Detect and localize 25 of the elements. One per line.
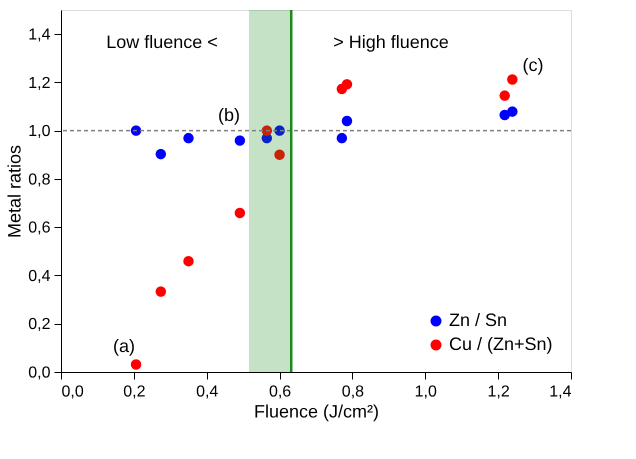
x-tick-label: 1,0 [414, 384, 438, 400]
x-tick-label: 0,8 [342, 384, 364, 400]
x-tick-label: 1,2 [488, 384, 510, 400]
x-tick-label: 0,4 [196, 384, 218, 400]
y-tick-label: 0,8 [28, 171, 51, 188]
annotation: (a) [113, 336, 135, 356]
y-tick-label: 1,2 [28, 74, 51, 92]
x-tick-label: 0,6 [268, 384, 292, 400]
annotation: (b) [218, 105, 240, 125]
legend-label: Zn / Sn [449, 310, 508, 330]
x-axis-title: Fluence (J/cm²) [254, 402, 380, 422]
x-tick-label: 1,4 [549, 384, 572, 400]
y-tick-label: 1,0 [28, 123, 51, 140]
x-tick-label: 0,2 [123, 384, 146, 400]
y-axis-title: Metal ratios [4, 144, 24, 238]
y-tick-label: 0,2 [28, 316, 51, 334]
y-tick-label: 0,4 [28, 268, 51, 285]
annotation: (c) [522, 55, 544, 75]
annotation: > High fluence [333, 32, 449, 52]
x-tick-label: 0,0 [62, 384, 84, 400]
y-tick-label: 0,6 [28, 220, 51, 237]
annotation: Low fluence < [106, 32, 218, 52]
y-tick-label: 0,0 [28, 364, 51, 382]
legend-label: Cu / (Zn+Sn) [449, 334, 553, 354]
y-tick-label: 1,4 [28, 26, 51, 44]
